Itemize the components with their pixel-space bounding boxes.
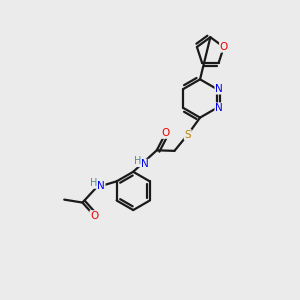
- Text: H: H: [90, 178, 98, 188]
- Text: S: S: [184, 130, 191, 140]
- Text: O: O: [161, 128, 170, 138]
- Text: O: O: [90, 211, 98, 221]
- Text: N: N: [215, 103, 223, 113]
- Text: O: O: [220, 42, 228, 52]
- Text: N: N: [141, 159, 149, 170]
- Text: H: H: [134, 157, 141, 166]
- Text: N: N: [215, 84, 223, 94]
- Text: N: N: [97, 181, 105, 191]
